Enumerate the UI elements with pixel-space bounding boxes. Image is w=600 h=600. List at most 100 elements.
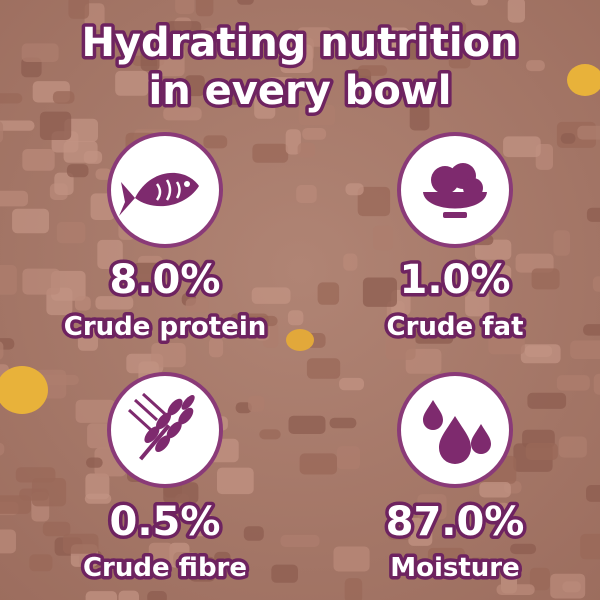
food-chunk [372, 225, 393, 251]
food-chunk [486, 265, 512, 282]
food-chunk [140, 48, 160, 71]
food-chunk [558, 436, 587, 458]
food-chunk [586, 485, 600, 502]
food-chunk [0, 338, 15, 350]
food-chunk [195, 0, 214, 17]
food-chunk [184, 75, 205, 97]
food-chunk [577, 125, 600, 140]
food-chunk [221, 94, 249, 105]
food-chunk [203, 135, 228, 149]
food-chunk [357, 186, 391, 217]
food-chunk [0, 341, 4, 360]
food-chunk [400, 264, 428, 293]
food-chunk [251, 287, 291, 304]
food-chunk [317, 282, 340, 305]
food-chunk [95, 168, 112, 180]
food-chunk [271, 564, 298, 583]
food-chunk [333, 546, 370, 572]
food-chunk [52, 91, 75, 104]
food-chunk [12, 208, 50, 234]
food-chunk [147, 591, 167, 600]
food-chunk [115, 70, 149, 96]
food-chunk [298, 104, 335, 126]
food-chunk [77, 327, 98, 351]
food-chunk [31, 478, 67, 507]
food-chunk [252, 143, 289, 163]
food-chunk [387, 521, 411, 540]
title-line: in every bowl [149, 68, 452, 114]
food-chunk [97, 239, 123, 269]
food-chunk [507, 0, 525, 23]
food-chunk [209, 337, 224, 358]
food-chunk [95, 296, 134, 310]
food-chunk [0, 495, 32, 514]
food-chunk [336, 446, 360, 470]
food-chunk [556, 375, 590, 391]
item-label: Moisture [390, 553, 520, 583]
food-chunk [190, 514, 214, 537]
food-chunk [21, 43, 59, 62]
food-chunk [243, 526, 264, 541]
food-chunk [280, 44, 313, 73]
food-chunk [0, 529, 16, 554]
food-chunk [29, 554, 53, 572]
food-chunk [409, 104, 430, 131]
food-chunk [237, 0, 254, 5]
food-chunk [479, 482, 511, 498]
item-label: Crude fat [387, 312, 524, 342]
food-chunk [370, 36, 401, 54]
food-chunk [86, 457, 103, 468]
food-chunk [302, 128, 327, 140]
food-chunk [515, 253, 554, 273]
food-chunk [385, 334, 416, 360]
food-chunk [54, 172, 74, 195]
food-chunk [0, 190, 28, 207]
food-chunk [299, 453, 337, 475]
food-chunk [345, 183, 364, 196]
corn-piece [286, 329, 314, 351]
food-chunk [62, 533, 99, 554]
food-chunk [163, 107, 202, 121]
food-chunk [527, 392, 567, 409]
food-chunk [529, 567, 550, 591]
food-chunk [74, 296, 91, 311]
food-chunk [166, 21, 202, 34]
corn-piece [567, 64, 600, 96]
food-chunk [583, 324, 600, 336]
food-chunk [586, 207, 600, 222]
item-value: 0.5% [110, 499, 221, 545]
food-chunk [0, 120, 35, 131]
food-chunk [214, 551, 231, 565]
food-chunk [0, 121, 4, 143]
food-chunk [465, 291, 490, 317]
food-chunk [296, 185, 317, 203]
food-chunk [151, 343, 186, 368]
corn-piece [0, 366, 48, 414]
food-chunk [285, 129, 301, 155]
food-chunk [520, 344, 561, 364]
food-chunk [343, 253, 358, 271]
food-chunk [118, 590, 139, 600]
food-chunk [560, 133, 576, 144]
food-chunk [235, 33, 275, 60]
food-chunk [42, 521, 71, 537]
food-chunk [580, 533, 600, 560]
food-chunk [297, 27, 332, 47]
food-chunk [0, 265, 17, 295]
food-chunk [349, 68, 372, 98]
food-chunk [173, 552, 198, 567]
food-chunk [85, 591, 118, 600]
food-chunk [280, 534, 320, 547]
food-chunk [570, 340, 600, 359]
food-chunk [550, 573, 586, 599]
food-chunk [448, 39, 471, 69]
food-chunk [306, 358, 341, 379]
food-chunk [84, 3, 105, 30]
fat-icon [397, 132, 513, 248]
food-chunk [525, 443, 558, 460]
food-chunk [344, 578, 363, 600]
food-chunk [75, 399, 116, 423]
food-chunk [414, 327, 454, 344]
food-chunk [592, 276, 600, 292]
